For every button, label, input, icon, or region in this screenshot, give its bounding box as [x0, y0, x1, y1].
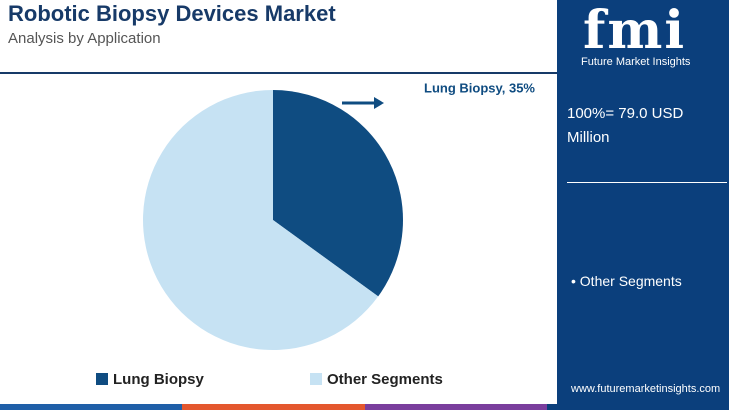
pie-slice [273, 90, 403, 297]
market-total: 100%= 79.0 USD Million [567, 105, 684, 146]
color-strip [0, 404, 729, 410]
brand-logo: fmi [583, 0, 687, 61]
data-label: Lung Biopsy, 35% [424, 80, 535, 95]
side-panel: fmi Future Market Insights 100%= 79.0 US… [557, 0, 729, 404]
arrow-head [374, 97, 384, 109]
pie-slice [142, 90, 379, 350]
chart: Robotic Biopsy Devices Market Analysis b… [0, 1, 557, 388]
legend: Lung Biopsy Other Segments [96, 371, 443, 388]
legend-label: Other Segments [327, 371, 443, 388]
website-url: www.futuremarketinsights.com [571, 383, 721, 395]
legend-swatch [96, 373, 108, 385]
legend-label: Lung Biopsy [113, 371, 204, 388]
pie: Lung Biopsy, 35% [142, 80, 535, 350]
chart-title: Robotic Biopsy Devices Market [8, 1, 336, 26]
legend-swatch [310, 373, 322, 385]
brand-tagline: Future Market Insights [581, 56, 691, 68]
segment-note: • Other Segments [571, 273, 682, 289]
panel-divider [567, 182, 727, 183]
chart-subtitle: Analysis by Application [8, 30, 161, 47]
